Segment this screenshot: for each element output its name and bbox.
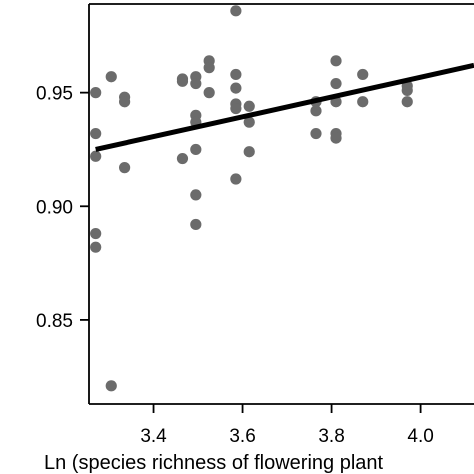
data-point	[203, 87, 215, 99]
data-point	[119, 96, 131, 108]
data-point	[90, 87, 102, 99]
data-point	[190, 189, 202, 201]
x-tick-label: 3.4	[140, 426, 167, 447]
data-point	[105, 71, 117, 83]
data-point	[310, 127, 322, 140]
trend-line	[95, 62, 474, 152]
data-point	[90, 150, 102, 162]
data-point	[190, 218, 202, 231]
data-point	[230, 68, 242, 81]
data-point	[230, 5, 242, 17]
data-point	[401, 96, 413, 108]
data-point	[310, 105, 322, 117]
data-point	[90, 227, 102, 240]
points-layer	[90, 5, 413, 392]
data-point	[119, 162, 131, 174]
data-point	[330, 77, 342, 90]
data-point	[330, 55, 342, 67]
data-point	[243, 146, 255, 158]
data-point	[203, 62, 215, 74]
y-tick-label: 0.85	[36, 311, 73, 332]
data-point	[243, 116, 255, 128]
data-point	[190, 143, 202, 156]
x-axis-title: Ln (species richness of flowering plant	[44, 452, 384, 474]
x-tick-label: 3.8	[318, 426, 344, 447]
data-point	[176, 152, 189, 165]
data-point	[90, 241, 102, 253]
trend-layer	[95, 62, 474, 152]
data-point	[243, 100, 255, 112]
x-tick-label: 3.6	[229, 426, 255, 447]
data-point	[330, 132, 342, 144]
data-point	[190, 77, 202, 90]
data-point	[230, 82, 242, 94]
x-tick-label: 4.0	[407, 426, 433, 447]
y-tick-label: 0.95	[36, 84, 73, 105]
data-point	[105, 380, 117, 392]
data-point	[401, 84, 413, 96]
data-point	[230, 173, 242, 185]
data-point	[357, 96, 369, 108]
data-point	[230, 102, 242, 115]
y-tick-label: 0.90	[36, 197, 73, 218]
data-point	[176, 75, 189, 87]
axes-layer	[88, 3, 474, 405]
data-point	[90, 127, 102, 140]
ticks-layer: 3.4 3.6 3.8 4.0 0.85 0.90 0.95	[36, 84, 434, 447]
data-point	[357, 68, 369, 81]
